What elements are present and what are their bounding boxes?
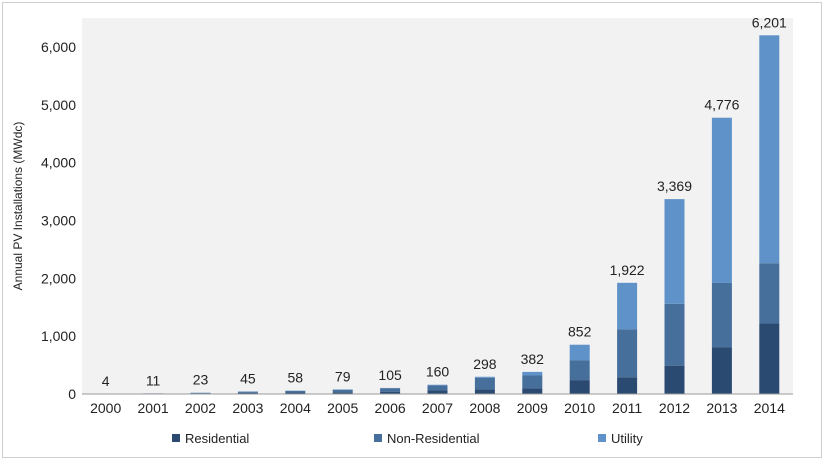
total-label: 105: [378, 367, 402, 383]
y-tick-label: 3,000: [41, 212, 76, 228]
bar-non-residential-2014: [759, 263, 780, 324]
y-tick-label: 6,000: [41, 39, 76, 55]
bar-utility-2007: [427, 384, 448, 386]
total-label: 11: [146, 372, 161, 388]
y-tick-label: 2,000: [41, 270, 76, 286]
bar-non-residential-2012: [664, 303, 685, 366]
bar-utility-2011: [617, 282, 638, 330]
legend: Residential Non-Residential Utility: [172, 431, 643, 446]
bar-residential-2003: [237, 392, 258, 394]
bar-utility-2010: [569, 344, 590, 361]
total-label: 58: [288, 370, 304, 386]
bar-non-residential-2010: [569, 360, 590, 381]
legend-label: Utility: [611, 431, 643, 446]
x-tick-label: 2014: [754, 400, 785, 416]
x-tick-label: 2006: [375, 400, 406, 416]
bar-non-residential-2013: [711, 282, 732, 348]
bar-residential-2005: [332, 392, 353, 394]
y-tick-label: 5,000: [41, 97, 76, 113]
legend-label: Residential: [185, 431, 249, 446]
total-label: 298: [473, 356, 497, 372]
x-tick-label: 2013: [706, 400, 737, 416]
plot-area: [82, 18, 793, 394]
x-tick-label: 2002: [185, 400, 216, 416]
legend-label: Non-Residential: [387, 431, 480, 446]
x-tick-label: 2010: [564, 400, 595, 416]
bar-residential-2008: [474, 389, 495, 394]
total-label: 382: [521, 351, 545, 367]
bar-residential-2014: [759, 323, 780, 394]
x-tick-label: 2000: [90, 400, 121, 416]
total-labels: 4 11 23 45 58 79 105 160 298 382 852 1,922 3,369 4,77…: [102, 14, 787, 388]
bar-utility-2008: [474, 376, 495, 378]
x-tick-label: 2012: [659, 400, 690, 416]
y-tick-label: 0: [68, 386, 76, 402]
bar-residential-2004: [285, 392, 306, 394]
x-tick-label: 2001: [138, 400, 169, 416]
bar-residential-2012: [664, 365, 685, 394]
legend-swatch: [172, 434, 180, 442]
bar-non-residential-2011: [617, 329, 638, 378]
bar-residential-2009: [522, 388, 543, 394]
bar-utility-2012: [664, 199, 685, 304]
bar-non-residential-2005: [332, 389, 353, 393]
total-label: 79: [335, 368, 351, 384]
x-tick-label: 2009: [517, 400, 548, 416]
bar-non-residential-2009: [522, 375, 543, 389]
bar-utility-2014: [759, 35, 780, 264]
y-tick-label: 1,000: [41, 328, 76, 344]
bar-residential-2007: [427, 390, 448, 394]
total-label: 4: [102, 373, 110, 389]
bar-residential-2006: [380, 391, 401, 394]
x-tick-label: 2005: [327, 400, 358, 416]
bar-utility-2009: [522, 371, 543, 376]
x-axis: 2000 2001 2002 2003 2004 2005 2006 2007 2008 2009…: [82, 393, 793, 416]
bars-group: [95, 35, 780, 394]
x-tick-label: 2011: [612, 400, 642, 416]
x-tick-label: 2008: [469, 400, 500, 416]
bar-residential-2011: [617, 377, 638, 394]
bar-residential-2010: [569, 380, 590, 394]
total-label: 45: [240, 370, 256, 386]
y-tick-label: 4,000: [41, 155, 76, 171]
total-label: 3,369: [657, 178, 692, 194]
y-axis: 0 1,000 2,000 3,000 4,000 5,000 6,000: [41, 39, 76, 402]
total-label: 1,922: [610, 262, 645, 278]
total-label: 6,201: [752, 14, 787, 30]
x-tick-label: 2004: [280, 400, 311, 416]
legend-swatch: [598, 434, 606, 442]
bar-residential-2013: [711, 347, 732, 394]
legend-swatch: [374, 434, 382, 442]
x-tick-label: 2003: [232, 400, 263, 416]
bar-non-residential-2006: [380, 388, 401, 392]
total-label: 23: [193, 372, 209, 388]
total-label: 4,776: [704, 97, 739, 113]
x-tick-label: 2007: [422, 400, 453, 416]
bar-non-residential-2002: [190, 392, 211, 394]
bar-non-residential-2008: [474, 377, 495, 390]
total-label: 852: [568, 324, 592, 340]
bar-non-residential-2004: [285, 390, 306, 393]
bar-non-residential-2003: [237, 391, 258, 393]
bar-non-residential-2007: [427, 385, 448, 391]
y-axis-label: Annual PV Installations (MWdc): [11, 122, 25, 291]
bar-utility-2013: [711, 117, 732, 283]
total-label: 160: [426, 364, 450, 380]
